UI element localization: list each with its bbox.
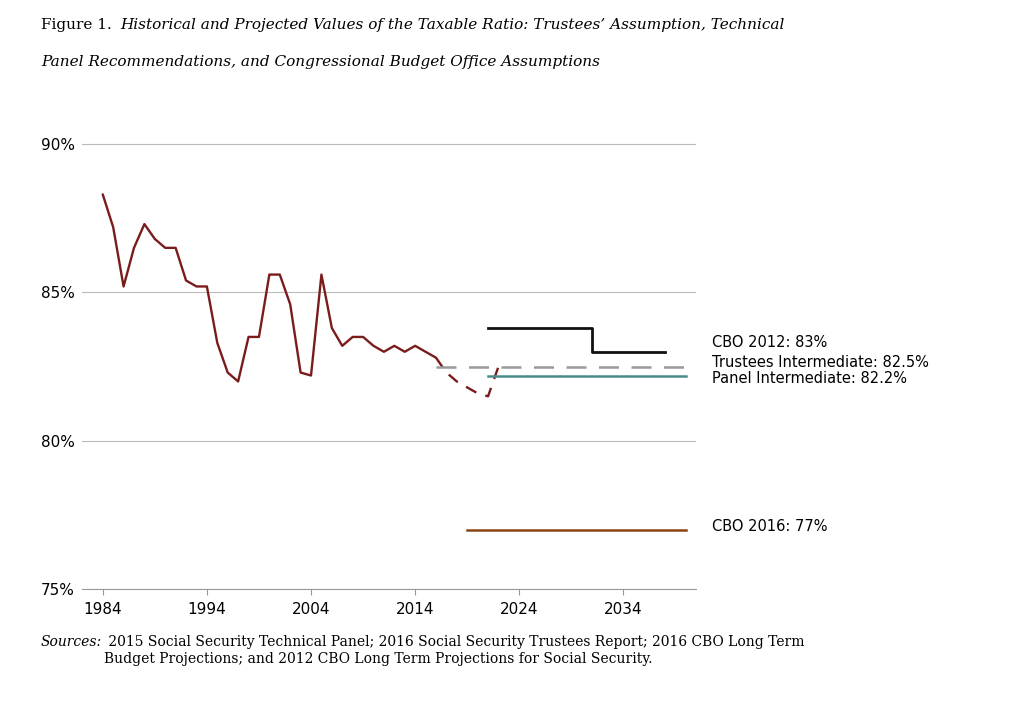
Text: Figure 1.: Figure 1. bbox=[41, 18, 117, 32]
Text: Panel Intermediate: 82.2%: Panel Intermediate: 82.2% bbox=[712, 371, 906, 386]
Text: Trustees Intermediate: 82.5%: Trustees Intermediate: 82.5% bbox=[712, 355, 929, 370]
Text: Panel Recommendations, and Congressional Budget Office Assumptions: Panel Recommendations, and Congressional… bbox=[41, 55, 600, 69]
Text: Historical and Projected Values of the Taxable Ratio: Trustees’ Assumption, Tech: Historical and Projected Values of the T… bbox=[120, 18, 784, 32]
Text: CBO 2016: 77%: CBO 2016: 77% bbox=[712, 520, 827, 535]
Text: Sources:: Sources: bbox=[41, 635, 102, 650]
Text: 2015 Social Security Technical Panel; 2016 Social Security Trustees Report; 2016: 2015 Social Security Technical Panel; 20… bbox=[104, 635, 805, 666]
Text: CBO 2012: 83%: CBO 2012: 83% bbox=[712, 335, 827, 350]
